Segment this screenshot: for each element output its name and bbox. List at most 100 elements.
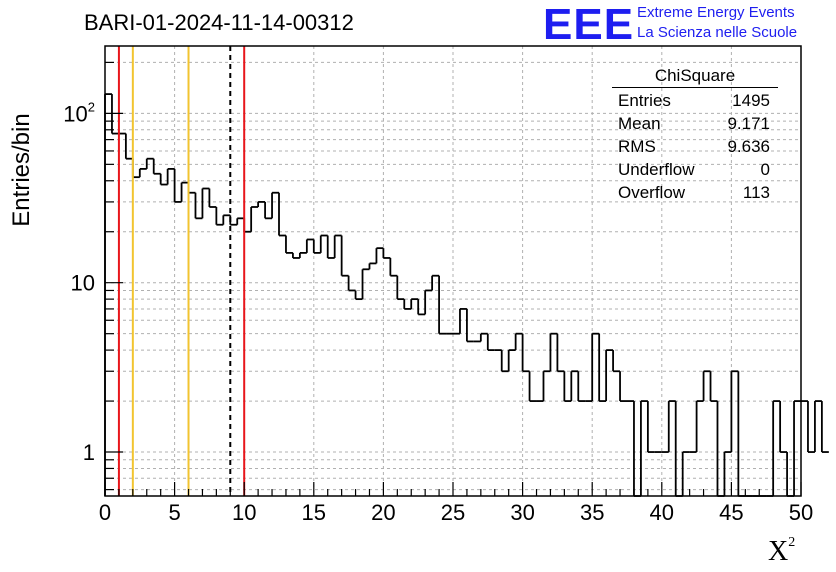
histogram-bin [612,350,621,373]
x-tick-label: 0 [99,500,111,525]
histogram-bin [459,308,467,334]
histogram-bin [410,298,419,309]
stats-value: 1495 [732,91,770,110]
histogram-bin [194,192,203,220]
tick-label-layer: 0 5 10 15 20 25 30 35 40 45 50 1 10 102 [63,99,813,525]
histogram-bin [779,401,788,453]
histogram-bin [521,333,530,373]
histogram-bin [145,157,154,169]
histogram-bin [417,299,426,316]
histogram-bin [236,217,245,225]
x-tick-label: 10 [232,500,256,525]
histogram-bin [479,332,488,342]
histogram-bin [528,371,537,402]
stats-row-mean: Mean 9.171 [612,112,778,135]
histogram-bin [605,349,614,402]
histogram-bin [723,451,732,496]
histogram-bin [556,333,565,373]
logo-subtitle-2: La Scienza nelle Scuole [637,24,798,41]
histogram-bin [229,215,238,226]
histogram-bin [278,192,286,237]
histogram-bin [347,275,356,292]
histogram-bin [292,252,300,259]
histogram-bin [389,257,398,277]
histogram-bin [354,290,363,301]
x-tick-label: 15 [302,500,326,525]
histogram-bin [138,168,147,178]
x-axis-label-base: X [768,536,789,567]
histogram-bin [695,400,704,453]
y-axis-label: Entries/bin [8,113,35,227]
stats-label: Mean [618,114,661,133]
histogram-bin [340,235,349,277]
stats-row-overflow: Overflow 113 [612,181,778,204]
chart-title: BARI-01-2024-11-14-00312 [84,10,354,35]
histogram-bin [215,206,224,226]
x-tick-label: 50 [789,500,813,525]
x-tick-label: 20 [371,500,395,525]
histogram-bin [208,188,217,208]
stats-value: 9.636 [727,137,770,156]
histogram-bin [514,332,523,351]
histogram-bin [619,371,627,402]
histogram-bin [382,248,391,259]
stats-value: 9.171 [727,114,770,133]
histogram-bin [730,370,739,453]
histogram-bin [667,400,676,453]
histogram-bin [814,400,822,453]
histogram-bin [681,451,690,496]
histogram-bin [250,206,259,232]
histogram-bin [326,235,335,259]
histogram-bin [577,371,586,402]
x-tick-label: 30 [510,500,534,525]
histogram-bin [438,275,447,335]
histogram-bin [305,238,314,253]
grid-layer [105,46,801,496]
y-axis-label-box: Entries/bin [2,110,42,230]
y-tick-label: 10 [71,271,95,296]
stats-value: 0 [760,160,770,179]
histogram-bin [424,289,433,315]
histogram-bin [640,400,648,496]
histogram-bin [271,191,279,219]
histogram-bin [173,168,182,203]
histogram-bin [702,370,711,402]
histogram-bin [264,201,273,220]
x-axis-label: X2 [768,535,795,568]
x-tick-label: 35 [580,500,604,525]
stats-label: Underflow [618,160,695,179]
histogram-bin [431,274,440,291]
stats-title: ChiSquare [612,66,778,88]
stats-row-rms: RMS 9.636 [612,135,778,158]
histogram-bin [104,93,112,496]
histogram-bin [124,133,133,160]
histogram-bin [361,268,370,300]
logo-subtitle-1: Extreme Energy Events [637,4,795,21]
histogram-bin [333,234,342,258]
histogram-bin [486,333,495,351]
histogram-bin [793,400,801,496]
x-tick-label: 25 [441,500,465,525]
histogram-bin [709,371,718,402]
histogram-bin [674,401,683,497]
histogram-bin [368,262,377,270]
histogram-bin [312,239,321,254]
histogram-bin [396,275,405,301]
histogram-bin [716,401,725,497]
stats-label: RMS [618,137,656,156]
y-tick-label: 1 [83,440,95,465]
stats-box: ChiSquare Entries 1495 Mean 9.171 RMS 9.636… [612,66,778,204]
histogram-bin [570,370,579,402]
histogram-bin [549,332,558,372]
histogram-layer [104,93,829,497]
y-tick-label: 102 [63,99,95,126]
histogram-bin [403,299,412,310]
x-tick-label: 45 [719,500,743,525]
histogram-bin [298,251,307,258]
histogram-bin [180,181,189,202]
histogram-bin [542,370,551,402]
histogram-bin [563,371,572,402]
histogram-bin [166,168,175,185]
histogram-bin [131,158,140,179]
